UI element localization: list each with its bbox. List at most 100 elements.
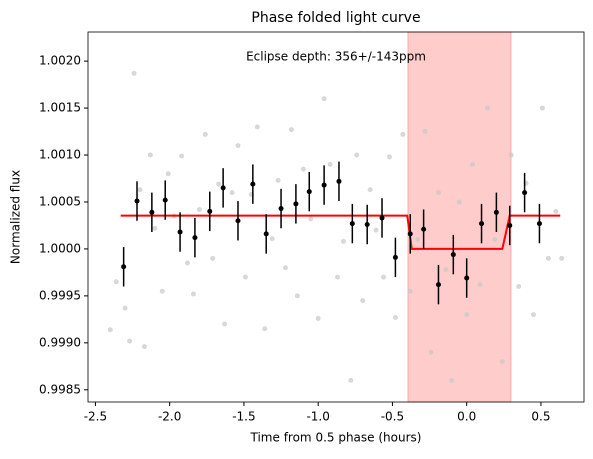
- y-tick-label: 1.0005: [39, 194, 81, 208]
- raw-point: [159, 288, 165, 294]
- raw-point: [147, 152, 153, 158]
- raw-point: [269, 236, 275, 242]
- raw-point: [428, 349, 434, 355]
- raw-point: [559, 255, 565, 261]
- raw-point: [381, 274, 387, 280]
- raw-point: [348, 377, 354, 383]
- raw-point: [354, 152, 360, 158]
- x-tick-label: -0.5: [381, 410, 404, 424]
- raw-point: [127, 338, 133, 344]
- raw-point: [545, 255, 551, 261]
- raw-point: [492, 237, 498, 243]
- raw-point: [122, 305, 128, 311]
- binned-point: [392, 254, 398, 260]
- binned-point: [250, 181, 256, 187]
- raw-point: [373, 227, 379, 233]
- annotation: Eclipse depth: 356+/-143ppm: [246, 50, 426, 64]
- raw-point: [367, 187, 373, 193]
- raw-point: [242, 274, 248, 280]
- x-tick-label: -1.5: [232, 410, 255, 424]
- binned-point: [121, 264, 127, 270]
- raw-point: [484, 105, 490, 111]
- model-line: [120, 214, 561, 250]
- raw-point: [202, 131, 208, 137]
- raw-point: [516, 283, 522, 289]
- raw-point: [443, 267, 449, 273]
- raw-point: [184, 260, 190, 266]
- binned-point: [450, 252, 456, 258]
- x-tick-label: 0.5: [531, 410, 550, 424]
- y-tick-label: 1.0020: [39, 54, 81, 68]
- raw-point: [449, 377, 455, 383]
- raw-point: [315, 315, 321, 321]
- binned-point: [293, 201, 299, 207]
- raw-point: [407, 288, 413, 294]
- y-tick-label: 1.0015: [39, 101, 81, 115]
- raw-point: [321, 96, 327, 102]
- binned-point: [235, 218, 241, 224]
- raw-point: [262, 326, 268, 332]
- raw-point: [216, 181, 222, 187]
- raw-point: [210, 255, 216, 261]
- binned-point: [306, 189, 312, 195]
- binned-point: [278, 206, 284, 212]
- y-tick-label: 1.0010: [39, 148, 81, 162]
- y-tick-label: 0.9985: [39, 382, 81, 396]
- raw-point: [152, 225, 158, 231]
- binned-point: [162, 197, 168, 203]
- binned-point: [364, 222, 370, 228]
- binned-point: [149, 209, 155, 215]
- raw-point: [334, 274, 340, 280]
- raw-point: [456, 199, 462, 205]
- binned-point: [507, 222, 513, 228]
- y-tick-label: 1.0000: [39, 241, 81, 255]
- binned-point: [220, 185, 226, 191]
- raw-point: [131, 70, 137, 76]
- binned-point: [464, 275, 470, 281]
- x-tick-label: -2.5: [84, 410, 107, 424]
- binned-point: [321, 182, 327, 188]
- binned-point: [192, 235, 198, 241]
- y-tick-label: 0.9990: [39, 335, 81, 349]
- binned-point: [493, 209, 499, 215]
- raw-point: [422, 129, 428, 135]
- binned-point: [522, 190, 528, 196]
- raw-point: [165, 171, 171, 177]
- raw-point: [288, 127, 294, 133]
- raw-point: [235, 143, 241, 149]
- binned-point: [207, 208, 213, 214]
- raw-point: [141, 344, 147, 350]
- raw-point: [254, 124, 260, 130]
- binned-point: [421, 226, 427, 232]
- x-tick-label: -2.0: [158, 410, 181, 424]
- raw-point: [327, 161, 333, 167]
- raw-point: [392, 314, 398, 320]
- binned-point: [479, 221, 485, 227]
- binned-point: [263, 231, 269, 237]
- x-axis-label: Time from 0.5 phase (hours): [250, 431, 422, 445]
- raw-point: [477, 282, 483, 288]
- binned-point: [379, 215, 385, 221]
- raw-point: [196, 206, 202, 212]
- raw-point: [386, 154, 392, 160]
- raw-point: [508, 152, 514, 158]
- binned-point: [407, 231, 413, 237]
- binned-point: [435, 282, 441, 288]
- raw-point: [283, 265, 289, 271]
- plot-frame: [87, 31, 585, 403]
- raw-point: [179, 153, 185, 159]
- raw-point: [308, 216, 314, 222]
- binned-point: [536, 221, 542, 227]
- raw-point: [470, 161, 476, 167]
- binned-point: [134, 198, 140, 204]
- raw-point: [539, 105, 545, 111]
- raw-point: [435, 190, 441, 196]
- raw-point: [190, 291, 196, 297]
- raw-point: [137, 187, 143, 193]
- raw-point: [294, 293, 300, 299]
- x-tick-label: -1.0: [306, 410, 329, 424]
- raw-point: [553, 208, 559, 214]
- raw-point: [300, 166, 306, 172]
- raw-point: [275, 177, 281, 183]
